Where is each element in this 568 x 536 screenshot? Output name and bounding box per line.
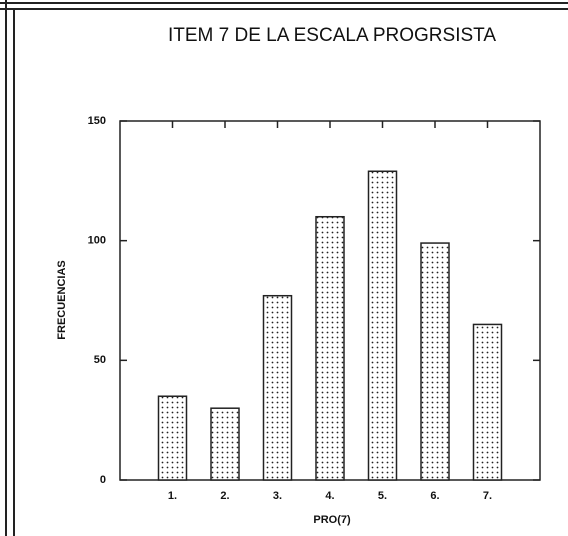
x-tick-label: 3.: [273, 490, 282, 502]
bar-pattern: [158, 396, 187, 480]
x-tick-label: 7.: [483, 490, 492, 502]
x-tick-label: 2.: [220, 490, 229, 502]
x-tick-label: 6.: [430, 490, 439, 502]
y-tick-label: 100: [88, 235, 106, 247]
bar-pattern: [421, 243, 449, 480]
chart-title: ITEM 7 DE LA ESCALA PROGRSISTA: [168, 25, 496, 46]
y-tick-label: 0: [100, 474, 106, 486]
y-axis-label: FRECUENCIAS: [56, 260, 68, 339]
x-tick-label: 1.: [168, 490, 177, 502]
bar-pattern: [473, 324, 502, 480]
x-tick-label: 5.: [378, 490, 387, 502]
bar-pattern: [263, 295, 292, 480]
x-axis-label: PRO(7): [313, 514, 351, 526]
bar-pattern: [368, 171, 397, 480]
bar-pattern: [316, 216, 344, 480]
y-tick-label: 150: [88, 115, 106, 127]
bar-pattern: [211, 408, 239, 480]
y-tick-label: 50: [94, 354, 106, 366]
x-tick-label: 4.: [325, 490, 334, 502]
